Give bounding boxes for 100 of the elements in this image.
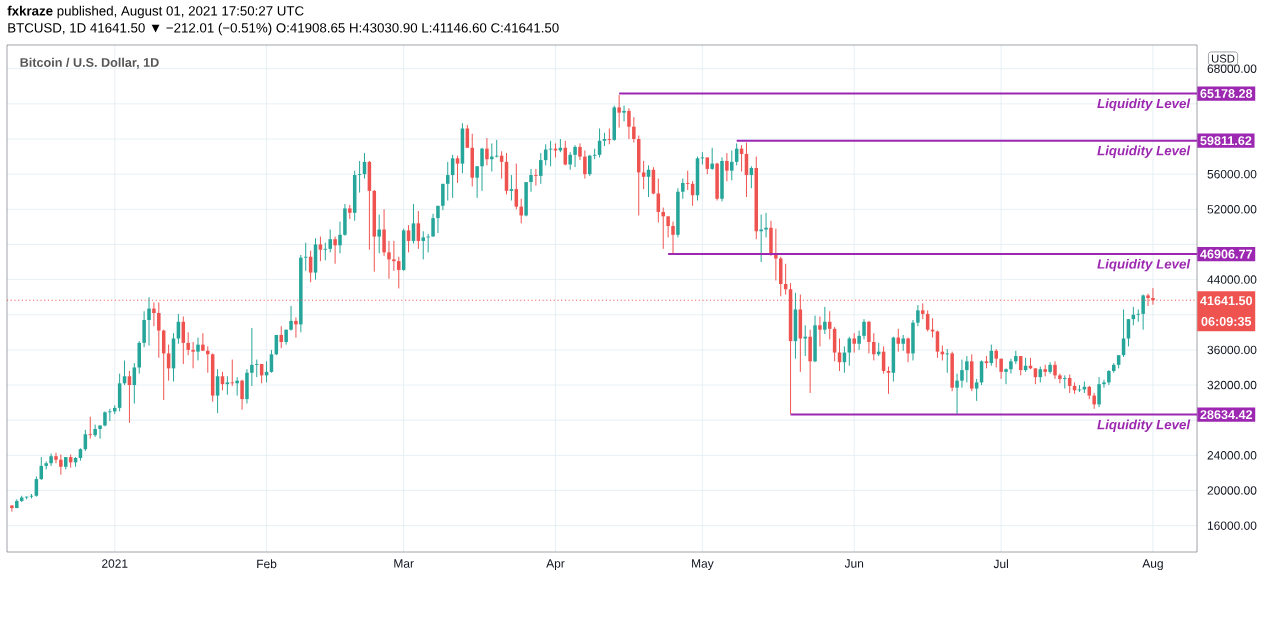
data-label: 28634.42 <box>1200 410 1253 420</box>
y-tick-label: 68000.00 <box>1207 64 1257 73</box>
candlestick <box>240 379 244 411</box>
candlestick <box>1141 294 1145 331</box>
candlestick <box>852 332 856 354</box>
candlestick <box>303 242 308 272</box>
x-tick-label: Apr <box>546 559 565 571</box>
candlestick <box>588 154 592 177</box>
annotation: Liquidity Level <box>1097 419 1191 432</box>
candlestick <box>955 373 959 415</box>
candlestick <box>617 94 621 129</box>
y-tick-label: 44000.00 <box>1207 275 1257 284</box>
candlestick <box>230 359 235 387</box>
candlestick <box>480 147 484 192</box>
candlestick <box>201 332 205 352</box>
data-label: 65178.28 <box>1200 89 1253 98</box>
candlestick <box>960 359 964 389</box>
y-tick-label: 36000.00 <box>1207 345 1257 355</box>
data-label: 59811.62 <box>1200 136 1252 146</box>
candlestick <box>1136 308 1141 323</box>
candlestick <box>534 168 538 187</box>
candlestick <box>661 207 665 250</box>
candlestick <box>685 170 690 191</box>
candlestick <box>627 107 631 140</box>
candlestick <box>318 236 323 262</box>
y-tick-label: 16000.00 <box>1207 521 1257 530</box>
candlestick <box>206 345 210 374</box>
annotation: Liquidity Level <box>1097 258 1191 272</box>
x-tick-label: Jul <box>993 559 1008 569</box>
candlestick <box>191 341 195 369</box>
candlestick <box>886 366 891 395</box>
candlestick <box>710 147 714 171</box>
candlestick <box>641 160 646 190</box>
text: Bitcoin / U.S. Dollar, 1D <box>20 57 159 69</box>
y-tick-label: 52000.00 <box>1207 205 1257 214</box>
candlestick <box>965 355 969 383</box>
candlestick <box>519 198 523 224</box>
candlestick <box>59 453 63 476</box>
candlestick <box>186 331 190 356</box>
candlestick <box>539 152 543 185</box>
candlestick <box>152 301 156 327</box>
candlestick <box>357 160 362 194</box>
candlestick <box>509 174 514 202</box>
candlestick <box>700 151 705 165</box>
candlestick <box>294 316 298 339</box>
candlestick <box>108 408 112 422</box>
candlestick <box>387 240 391 280</box>
y-tick-label: 20000.00 <box>1207 486 1257 495</box>
x-tick-label: Jun <box>844 559 864 568</box>
candlestick <box>872 332 876 361</box>
candlestick <box>862 318 866 340</box>
candlestick <box>328 229 332 253</box>
x-tick-label: Aug <box>1142 559 1163 571</box>
candlestick <box>916 304 920 327</box>
annotation: Liquidity Level <box>1097 98 1191 111</box>
candlestick <box>681 178 685 200</box>
candlestick <box>225 375 230 396</box>
candlestick <box>142 310 146 348</box>
candlestick <box>607 127 612 145</box>
candlestick <box>250 327 254 387</box>
candlestick <box>397 256 401 289</box>
candlestick <box>994 348 998 368</box>
candlestick <box>725 152 729 182</box>
candlestick <box>338 221 342 254</box>
candlestick <box>774 228 778 281</box>
candlestick <box>548 140 553 167</box>
x-tick-label: Feb <box>257 559 277 569</box>
x-tick-label: May <box>692 559 714 571</box>
candlestick <box>441 183 445 211</box>
candlestick <box>289 305 293 332</box>
candlestick <box>147 296 151 347</box>
text: BTCUSD, 1D 41641.50 ▼ −212.01 (−0.51%) O:41908.65 H:43030.90 L:41146.60 C:41641.50 <box>8 22 559 36</box>
candlestick <box>196 337 200 361</box>
candlestick <box>730 149 734 181</box>
candlestick <box>1009 358 1013 375</box>
text: 06:09:35 <box>1201 316 1252 326</box>
annotation: Liquidity Level <box>1097 145 1191 158</box>
candlestick <box>431 213 435 238</box>
candlestick <box>485 137 489 166</box>
y-tick-label: 56000.00 <box>1207 169 1257 179</box>
candlestick <box>1058 373 1062 384</box>
candlestick <box>1102 379 1106 389</box>
candlestick <box>157 301 161 359</box>
candlestick <box>88 416 93 440</box>
ref-line-label: 41641.50 <box>1200 296 1253 306</box>
candlestick <box>857 330 861 351</box>
y-tick-label: 32000.00 <box>1207 380 1257 390</box>
candlestick <box>666 215 670 238</box>
candlestick <box>573 144 577 168</box>
candlestick <box>10 504 14 513</box>
candlestick <box>333 236 337 265</box>
candlestick <box>818 316 822 347</box>
candlestick <box>54 452 58 464</box>
x-tick-label: 2021 <box>102 559 128 568</box>
candlestick <box>377 214 381 254</box>
candlestick <box>764 212 768 238</box>
data-label: 46906.77 <box>1200 249 1252 259</box>
candlestick <box>1004 367 1008 385</box>
candlestick <box>382 208 386 257</box>
candlestick <box>671 221 675 254</box>
